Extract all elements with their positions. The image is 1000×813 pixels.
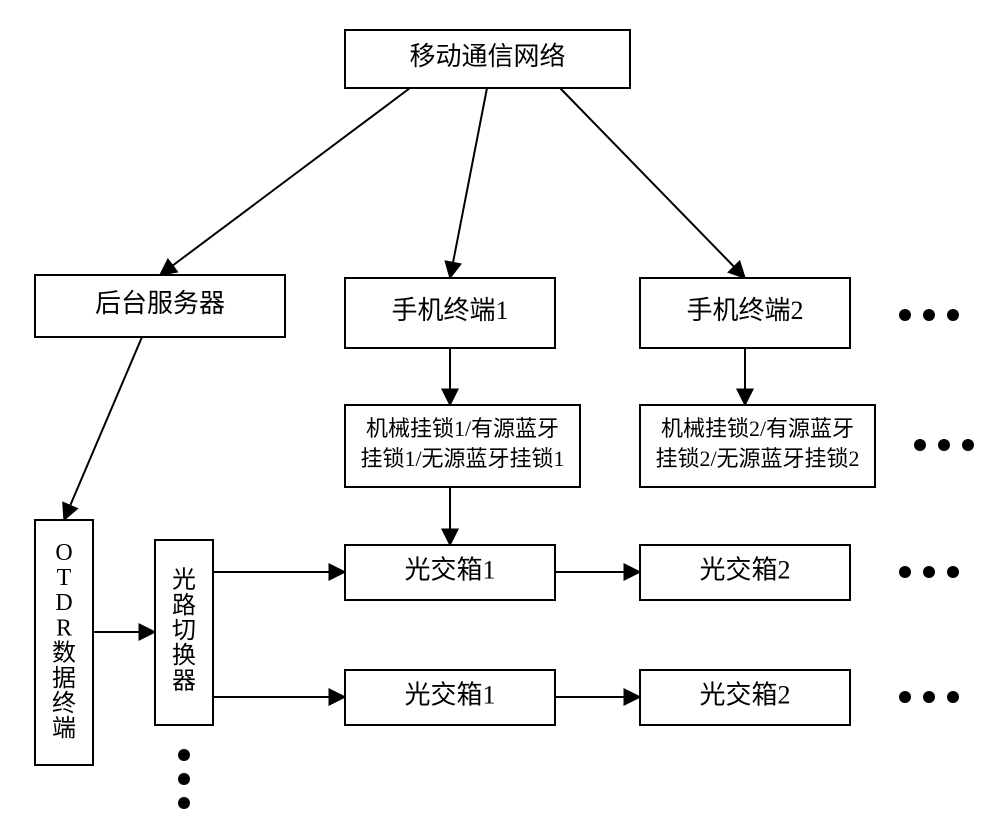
edge-top-phone1 <box>450 88 487 278</box>
svg-text:光交箱1: 光交箱1 <box>404 555 495 584</box>
node-top: 移动通信网络 <box>345 30 630 88</box>
svg-text:光: 光 <box>172 567 196 594</box>
svg-text:器: 器 <box>172 668 196 694</box>
node-box2b: 光交箱2 <box>640 670 850 725</box>
node-phone1: 手机终端1 <box>345 278 555 348</box>
svg-text:路: 路 <box>172 592 196 619</box>
svg-text:光交箱1: 光交箱1 <box>404 680 495 709</box>
edge-server-otdr <box>64 337 142 520</box>
edge-top-server <box>160 88 410 275</box>
svg-text:切: 切 <box>172 618 196 644</box>
node-switch: 光路切换器 <box>155 540 213 725</box>
ellipsis-4 <box>178 749 190 809</box>
node-otdr: OTDR数据终端 <box>35 520 93 765</box>
svg-text:端: 端 <box>52 715 76 742</box>
svg-text:挂锁2/无源蓝牙挂锁2: 挂锁2/无源蓝牙挂锁2 <box>655 446 859 471</box>
edge-top-phone2 <box>560 88 745 278</box>
svg-text:光交箱2: 光交箱2 <box>699 555 790 584</box>
svg-text:机械挂锁1/有源蓝牙: 机械挂锁1/有源蓝牙 <box>366 416 559 441</box>
node-box1b: 光交箱1 <box>345 670 555 725</box>
ellipsis-0 <box>899 309 959 321</box>
ellipsis-1 <box>914 439 974 451</box>
svg-text:终: 终 <box>52 690 76 717</box>
svg-text:手机终端2: 手机终端2 <box>686 296 803 325</box>
svg-text:后台服务器: 后台服务器 <box>95 289 225 318</box>
diagram-canvas: 移动通信网络后台服务器 手机终端1 手机终端2 机械挂锁1/有源蓝牙挂锁1/无源蓝牙挂… <box>0 0 1000 813</box>
svg-text:移动通信网络: 移动通信网络 <box>409 42 565 71</box>
node-lock2: 机械挂锁2/有源蓝牙挂锁2/无源蓝牙挂锁2 <box>640 405 875 487</box>
node-box2a: 光交箱2 <box>640 545 850 600</box>
svg-text:换: 换 <box>172 642 196 669</box>
svg-text:R: R <box>56 615 72 641</box>
node-phone2: 手机终端2 <box>640 278 850 348</box>
svg-text:据: 据 <box>52 665 76 692</box>
ellipsis-2 <box>899 566 959 578</box>
svg-text:挂锁1/无源蓝牙挂锁1: 挂锁1/无源蓝牙挂锁1 <box>360 446 564 471</box>
svg-text:D: D <box>55 590 72 616</box>
svg-text:T: T <box>57 565 72 591</box>
node-lock1: 机械挂锁1/有源蓝牙挂锁1/无源蓝牙挂锁1 <box>345 405 580 487</box>
svg-text:数: 数 <box>52 640 76 667</box>
svg-text:O: O <box>55 540 72 566</box>
svg-text:机械挂锁2/有源蓝牙: 机械挂锁2/有源蓝牙 <box>661 416 854 441</box>
node-box1a: 光交箱1 <box>345 545 555 600</box>
ellipsis-3 <box>899 691 959 703</box>
svg-text:手机终端1: 手机终端1 <box>391 296 508 325</box>
svg-text:光交箱2: 光交箱2 <box>699 680 790 709</box>
node-server: 后台服务器 <box>35 275 285 337</box>
